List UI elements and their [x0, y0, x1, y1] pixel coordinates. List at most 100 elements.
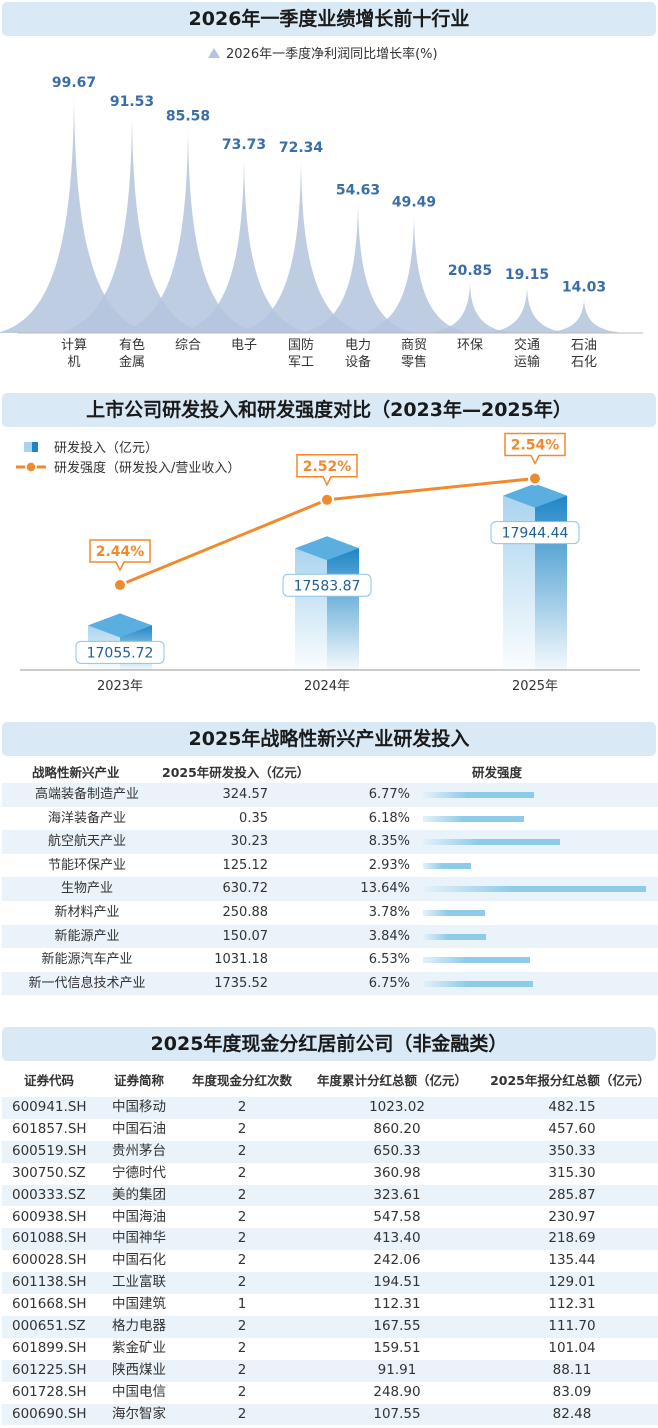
- dividend-count: 2: [237, 1361, 247, 1378]
- bar-top: [88, 613, 152, 638]
- stock-name: 中国石油: [112, 1120, 166, 1137]
- intensity-bar: [423, 910, 485, 916]
- table-row: 000333.SZ 美的集团 2 323.61 285.87: [2, 1184, 658, 1207]
- line-value-box: [504, 432, 566, 466]
- dividend-count: 1: [237, 1296, 247, 1313]
- bar-value-box: [282, 573, 372, 597]
- stock-code: 601138.SH: [12, 1274, 87, 1291]
- line-value-label: 2.44%: [96, 544, 145, 560]
- line-value-box: [89, 539, 151, 572]
- table-row: 600690.SH 海尔智家 2 107.55 82.48: [2, 1403, 658, 1426]
- intensity-value: 8.35%: [368, 834, 410, 850]
- section1-title: 2026年一季度业绩增长前十行业: [2, 2, 656, 36]
- stock-name: 美的集团: [112, 1186, 166, 1203]
- intensity-value: 13.64%: [360, 881, 410, 897]
- header-col-1: 证券简称: [114, 1073, 165, 1088]
- peak-6: [357, 214, 471, 333]
- legend-label: 2026年一季度净利润同比增长率(%): [226, 46, 438, 62]
- report-dividend-total: 135.44: [548, 1252, 596, 1269]
- stock-code: 300750.SZ: [12, 1164, 86, 1181]
- industry-name: 新材料产业: [54, 905, 120, 920]
- annual-dividend-total: 248.90: [373, 1383, 421, 1400]
- dividend-count: 2: [237, 1164, 247, 1181]
- industry-name: 生物产业: [60, 881, 113, 897]
- table-row: 新能源产业 150.07 3.84%: [2, 924, 658, 949]
- table-row: 601728.SH 中国电信 2 248.90 83.09: [2, 1382, 658, 1404]
- table-row: 601225.SH 陕西煤业 2 91.91 88.11: [2, 1359, 658, 1382]
- report-dividend-total: 112.31: [548, 1296, 596, 1313]
- dividend-count: 2: [237, 1318, 247, 1334]
- line-value-label: 2.52%: [303, 459, 352, 475]
- stock-code: 601899.SH: [12, 1339, 87, 1356]
- peak-3: [177, 156, 311, 333]
- investment-value: 30.23: [230, 834, 268, 850]
- intensity-value: 6.75%: [368, 975, 410, 991]
- x-tick-label: 2025年: [512, 679, 558, 694]
- stock-name: 中国电信: [112, 1383, 166, 1400]
- peak-1: [57, 114, 207, 333]
- industry-name: 新能源产业: [54, 928, 120, 944]
- report-dividend-total: 315.30: [548, 1164, 596, 1181]
- stock-name: 贵州茅台: [112, 1142, 166, 1159]
- annual-dividend-total: 194.51: [373, 1274, 421, 1291]
- table-row: 600028.SH 中国石化 2 242.06 135.44: [2, 1250, 658, 1272]
- peak-value-label: 73.73: [222, 137, 266, 153]
- peak-2: [116, 128, 260, 333]
- report-dividend-total: 285.87: [548, 1186, 596, 1203]
- category-label: 机: [67, 355, 80, 370]
- dividend-count: 2: [237, 1252, 247, 1269]
- dividend-count: 2: [237, 1383, 247, 1400]
- investment-value: 630.72: [222, 881, 269, 897]
- stock-name: 中国移动: [112, 1099, 166, 1115]
- industry-name: 新一代信息技术产业: [28, 975, 146, 991]
- line-value-label: 2.54%: [511, 438, 560, 454]
- table-row: 600938.SH 中国海油 2 547.58 230.97: [2, 1207, 658, 1229]
- category-label: 设备: [345, 354, 371, 370]
- stock-code: 000333.SZ: [12, 1186, 86, 1203]
- industry-name: 高端装备制造产业: [34, 787, 139, 802]
- header-col-4: 2025年报分红总额（亿元）: [490, 1073, 650, 1088]
- section3-title: 2025年战略性新兴产业研发投入: [2, 722, 656, 756]
- dividend-count: 2: [237, 1120, 247, 1137]
- stock-code: 601668.SH: [12, 1296, 87, 1313]
- table-row: 601899.SH 紫金矿业 2 159.51 101.04: [2, 1338, 658, 1360]
- annual-dividend-total: 650.33: [373, 1142, 421, 1159]
- peak-4: [234, 160, 368, 333]
- category-label: 零售: [401, 354, 427, 370]
- industry-name: 海洋装备产业: [47, 810, 126, 826]
- annual-dividend-total: 1023.02: [369, 1099, 425, 1115]
- table-row: 601857.SH 中国石油 2 860.20 457.60: [2, 1119, 658, 1141]
- bar-front: [295, 548, 327, 670]
- stock-name: 工业富联: [112, 1274, 166, 1291]
- peak-0: [0, 94, 152, 333]
- investment-value: 1031.18: [214, 952, 268, 968]
- annual-dividend-total: 167.55: [373, 1318, 421, 1334]
- peak-value-label: 85.58: [166, 108, 210, 124]
- peak-value-label: 14.03: [562, 279, 606, 295]
- table-row: 300750.SZ 宁德时代 2 360.98 315.30: [2, 1163, 658, 1185]
- table-row: 601668.SH 中国建筑 1 112.31 112.31: [2, 1294, 658, 1316]
- peak-value-label: 91.53: [110, 94, 154, 110]
- stock-name: 中国石化: [112, 1252, 166, 1269]
- peak-value-label: 99.67: [52, 75, 96, 91]
- table-row: 新能源汽车产业 1031.18 6.53%: [2, 948, 658, 972]
- legend-line-marker: [25, 461, 37, 473]
- legend-line-label: 研发强度（研发投入/营业收入）: [54, 460, 240, 476]
- intensity-bar: [423, 980, 534, 987]
- intensity-bar: [423, 839, 560, 846]
- dividend-count: 2: [237, 1230, 247, 1247]
- annual-dividend-total: 860.20: [373, 1120, 421, 1137]
- stock-code: 601857.SH: [12, 1120, 87, 1137]
- stock-name: 中国建筑: [112, 1296, 166, 1313]
- stock-code: 601728.SH: [12, 1383, 87, 1400]
- intensity-value: 6.18%: [368, 810, 410, 826]
- intensity-value: 2.93%: [368, 857, 410, 873]
- intensity-bar: [423, 815, 525, 822]
- industry-name: 节能环保产业: [47, 857, 126, 873]
- peak-8: [482, 287, 572, 333]
- table-row: 高端装备制造产业 324.57 6.77%: [2, 783, 658, 807]
- annual-dividend-total: 547.58: [373, 1208, 421, 1225]
- table-header: 战略性新兴产业 2025年研发投入（亿元） 研发强度: [2, 762, 658, 782]
- report-dividend-total: 230.97: [548, 1208, 596, 1225]
